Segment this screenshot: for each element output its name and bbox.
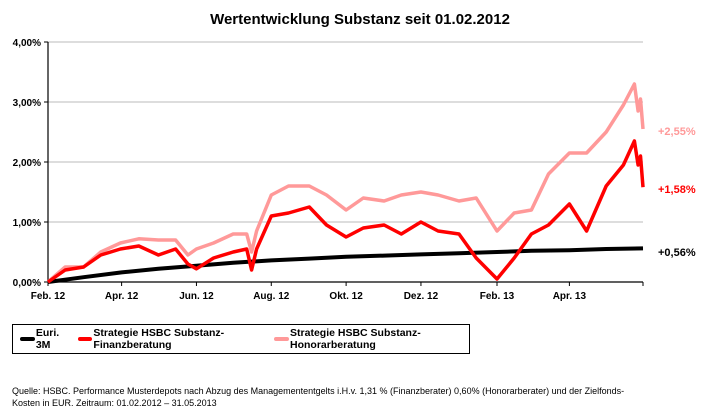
x-axis: Feb. 12 Apr. 12 Jun. 12 Aug. 12 Okt. 12 Dez. … — [31, 281, 644, 302]
series-line — [46, 139, 645, 284]
y-tick-label: 1,00% — [13, 218, 41, 229]
end-labels: +0,56% +1,58% +2,55% — [658, 126, 696, 259]
footnote-line: Quelle: HSBC. Performance Musterdepots n… — [12, 386, 625, 396]
x-tick-label: Apr. 12 — [105, 291, 139, 302]
legend-label: Strategie HSBC Substanz-Honorarberatung — [290, 327, 421, 351]
legend-item-finanzberatung: Strategie HSBC Substanz-Finanzberatung — [77, 327, 267, 351]
legend: Euri. 3M Strategie HSBC Substanz-Finanzb… — [12, 324, 470, 354]
source-footnote: Quelle: HSBC. Performance Musterdepots n… — [12, 385, 692, 409]
x-tick-label: Dez. 12 — [404, 291, 439, 302]
legend-swatch — [77, 337, 93, 341]
series-lines — [46, 82, 645, 284]
y-tick-label: 0,00% — [13, 278, 41, 289]
end-value-label: +2,55% — [658, 126, 696, 138]
legend-item-honorarberatung: Strategie HSBC Substanz-Honorarberatung — [274, 327, 469, 351]
y-tick-label: 3,00% — [13, 98, 41, 109]
y-axis: 0,00% 1,00% 2,00% 3,00% 4,00% — [13, 38, 49, 289]
x-tick-label: Apr. 13 — [553, 291, 587, 302]
series-line — [46, 82, 645, 284]
y-tick-label: 4,00% — [13, 38, 41, 49]
x-tick-label: Feb. 13 — [480, 291, 515, 302]
x-tick-label: Jun. 12 — [179, 291, 214, 302]
legend-item-euribor: Euri. 3M — [20, 327, 70, 351]
y-tick-label: 2,00% — [13, 158, 41, 169]
legend-label: Euri. 3M — [35, 327, 60, 351]
grid — [48, 41, 643, 223]
x-tick-label: Aug. 12 — [253, 291, 290, 302]
x-tick-label: Feb. 12 — [31, 291, 66, 302]
x-tick-label: Okt. 12 — [329, 291, 363, 302]
end-value-label: +0,56% — [658, 247, 696, 259]
legend-swatch — [20, 337, 35, 341]
series-line — [47, 246, 644, 284]
chart-title: Wertentwicklung Substanz seit 01.02.2012 — [210, 11, 510, 28]
footnote-line: Kosten in EUR. Zeitraum: 01.02.2012 – 31… — [12, 398, 217, 408]
legend-label: Strategie HSBC Substanz-Finanzberatung — [93, 327, 225, 351]
end-value-label: +1,58% — [658, 184, 696, 196]
legend-swatch — [274, 337, 290, 341]
